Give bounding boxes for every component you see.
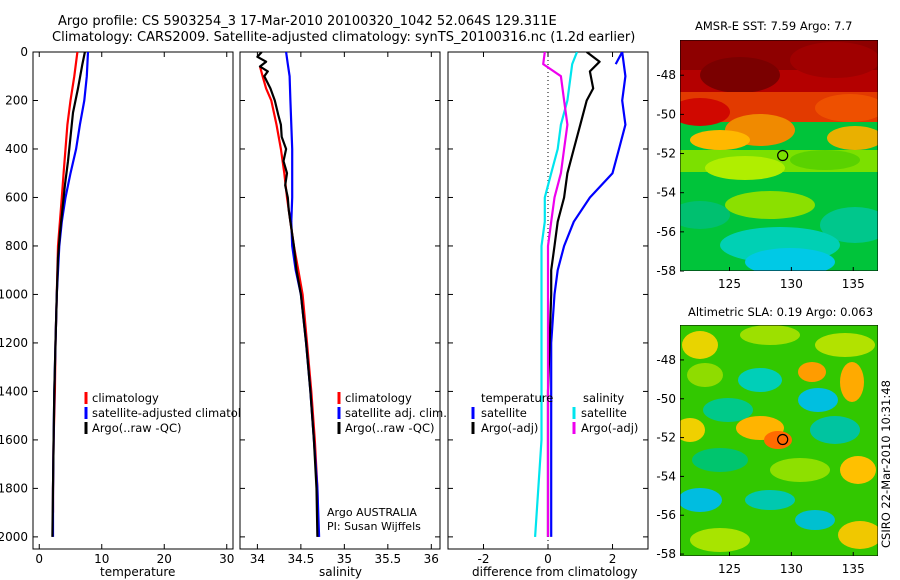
difference-legend-temperature-heading: temperature [481, 391, 553, 405]
difference-xlabel: difference from climatology [472, 565, 638, 579]
difference-legend-salinity-satellite: satellite [581, 406, 627, 420]
salinity-legend-satellite: satellite adj. clim. [345, 406, 447, 420]
salinity-panel: 34 34.5 35 35.5 36 salinity climatology sate… [239, 51, 447, 579]
sst-map-title: AMSR-E SST: 7.59 Argo: 7.7 [695, 19, 852, 33]
salinity-legend-argo: Argo(..raw -QC) [345, 421, 435, 435]
salinity-xlabel: salinity [319, 565, 362, 579]
x-tick-label: 30 [219, 552, 234, 566]
figure-title-line2: Climatology: CARS2009. Satellite-adjuste… [52, 30, 635, 45]
map-y-tick-label: -56 [656, 508, 676, 522]
map-y-tick-label: -58 [656, 547, 676, 561]
difference-legend-temperature-satellite: satellite [481, 406, 527, 420]
y-tick-label: 1600 [0, 433, 28, 447]
salinity-ticks: 34 34.5 35 35.5 36 [240, 51, 440, 566]
x-tick-label: 0 [544, 552, 552, 566]
temperature-series [51, 52, 90, 537]
series-line-salinity-argo-adj [542, 52, 569, 537]
y-tick-label: 400 [5, 142, 28, 156]
x-tick-label: 20 [157, 552, 172, 566]
temperature-legend-satellite: satellite-adjusted climatolog [92, 406, 255, 420]
map-y-tick-label: -48 [656, 68, 676, 82]
sla-heatmap [680, 325, 878, 556]
temperature-legend: climatology satellite-adjusted climatolo… [84, 391, 255, 435]
x-tick-label: 36 [424, 552, 439, 566]
map-x-tick-label: 135 [842, 562, 865, 576]
map-x-tick-label: 130 [780, 277, 803, 291]
map-y-tick-label: -52 [656, 147, 676, 161]
y-tick-label: 1200 [0, 336, 28, 350]
difference-ticks: -2 0 2 [448, 51, 648, 566]
argo-location-marker [777, 433, 789, 446]
sla-map-title: Altimetric SLA: 0.19 Argo: 0.063 [688, 305, 873, 319]
map-y-tick-label: -58 [656, 264, 676, 278]
y-tick-label: 2000 [0, 530, 28, 544]
csiro-timestamp-label: CSIRO 22-Mar-2010 10:31:48 [879, 380, 893, 548]
series-line-argo-raw-qc [256, 52, 319, 537]
series-line-salinity-satellite [534, 52, 579, 537]
difference-legend-temperature-argo: Argo(-adj) [481, 421, 538, 435]
map-x-tick-label: 125 [718, 277, 741, 291]
y-tick-label: 800 [5, 239, 28, 253]
map-x-tick-label: 125 [718, 562, 741, 576]
sla-map-panel: Altimetric SLA: 0.19 Argo: 0.063 [656, 305, 878, 576]
map-y-tick-label: -52 [656, 431, 676, 445]
map-y-tick-label: -48 [656, 353, 676, 367]
x-tick-label: 10 [94, 552, 109, 566]
salinity-legend-climatology: climatology [345, 391, 412, 405]
temperature-legend-climatology: climatology [92, 391, 159, 405]
sst-heatmap [680, 40, 878, 271]
x-tick-label: 0 [35, 552, 43, 566]
map-y-tick-label: -54 [656, 469, 676, 483]
map-x-tick-label: 135 [842, 277, 865, 291]
map-x-tick-label: 130 [780, 562, 803, 576]
x-tick-label: 34 [250, 552, 265, 566]
sst-map-panel: AMSR-E SST: 7.59 Argo: 7.7 125 130 135 -48 -… [656, 19, 878, 291]
x-tick-label: 2 [609, 552, 617, 566]
y-tick-label: 1400 [0, 384, 28, 398]
salinity-axes-frame [239, 51, 441, 550]
x-tick-label: -2 [477, 552, 489, 566]
temperature-legend-argo: Argo(..raw -QC) [92, 421, 182, 435]
difference-panel: -2 0 2 difference from climatology tempera… [447, 51, 649, 579]
figure-title-line1: Argo profile: CS 5903254_3 17-Mar-2010 2… [58, 14, 557, 29]
y-tick-label: 1000 [0, 287, 28, 301]
x-tick-label: 34.5 [288, 552, 315, 566]
difference-legend: temperature satellite Argo(-adj) salinit… [471, 391, 638, 435]
float-pi-annotation: PI: Susan Wijffels [327, 520, 421, 533]
x-tick-label: 35.5 [374, 552, 401, 566]
temperature-panel: 0 10 20 30 0 200 400 600 800 1000 1200 1400 1600 1800… [0, 45, 255, 579]
series-line-argo-raw-qc [51, 52, 86, 537]
y-tick-label: 1800 [0, 481, 28, 495]
y-tick-label: 0 [20, 45, 28, 59]
difference-legend-salinity-argo: Argo(-adj) [581, 421, 638, 435]
sst-map-ticks: 125 130 135 -48 -50 -52 -54 -56 -58 [656, 68, 864, 291]
map-y-tick-label: -54 [656, 186, 676, 200]
float-institution-annotation: Argo AUSTRALIA [327, 506, 417, 519]
difference-series [534, 52, 627, 537]
sla-map-ticks: 125 130 135 -48 -50 -52 -54 -56 -58 [656, 353, 864, 576]
y-tick-label: 600 [5, 190, 28, 204]
map-y-tick-label: -50 [656, 392, 676, 406]
series-line-temperature-satellite [550, 52, 627, 537]
temperature-axes-frame [32, 51, 234, 550]
temperature-xlabel: temperature [100, 565, 175, 579]
y-tick-label: 200 [5, 93, 28, 107]
temperature-ticks: 0 10 20 30 0 200 400 600 800 1000 1200 1400 1600 1800… [0, 45, 234, 566]
map-y-tick-label: -56 [656, 225, 676, 239]
x-tick-label: 35 [337, 552, 352, 566]
salinity-legend: climatology satellite adj. clim. Argo(..… [337, 391, 447, 435]
salinity-series [256, 52, 321, 537]
difference-legend-salinity-heading: salinity [583, 391, 624, 405]
argo-location-marker [777, 149, 789, 162]
map-y-tick-label: -50 [656, 107, 676, 121]
